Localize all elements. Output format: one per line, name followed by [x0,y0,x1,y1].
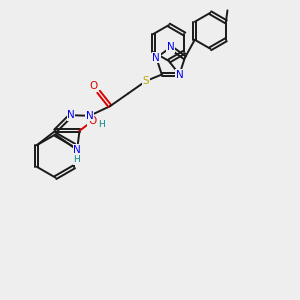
Text: H: H [73,155,80,164]
Text: N: N [86,111,94,121]
Text: N: N [176,70,183,80]
Text: N: N [73,145,81,155]
Text: O: O [89,81,97,92]
Text: H: H [98,120,105,129]
Text: N: N [152,53,160,63]
Text: S: S [143,76,149,86]
Text: N: N [67,110,75,120]
Text: N: N [167,42,175,52]
Text: O: O [88,116,96,126]
